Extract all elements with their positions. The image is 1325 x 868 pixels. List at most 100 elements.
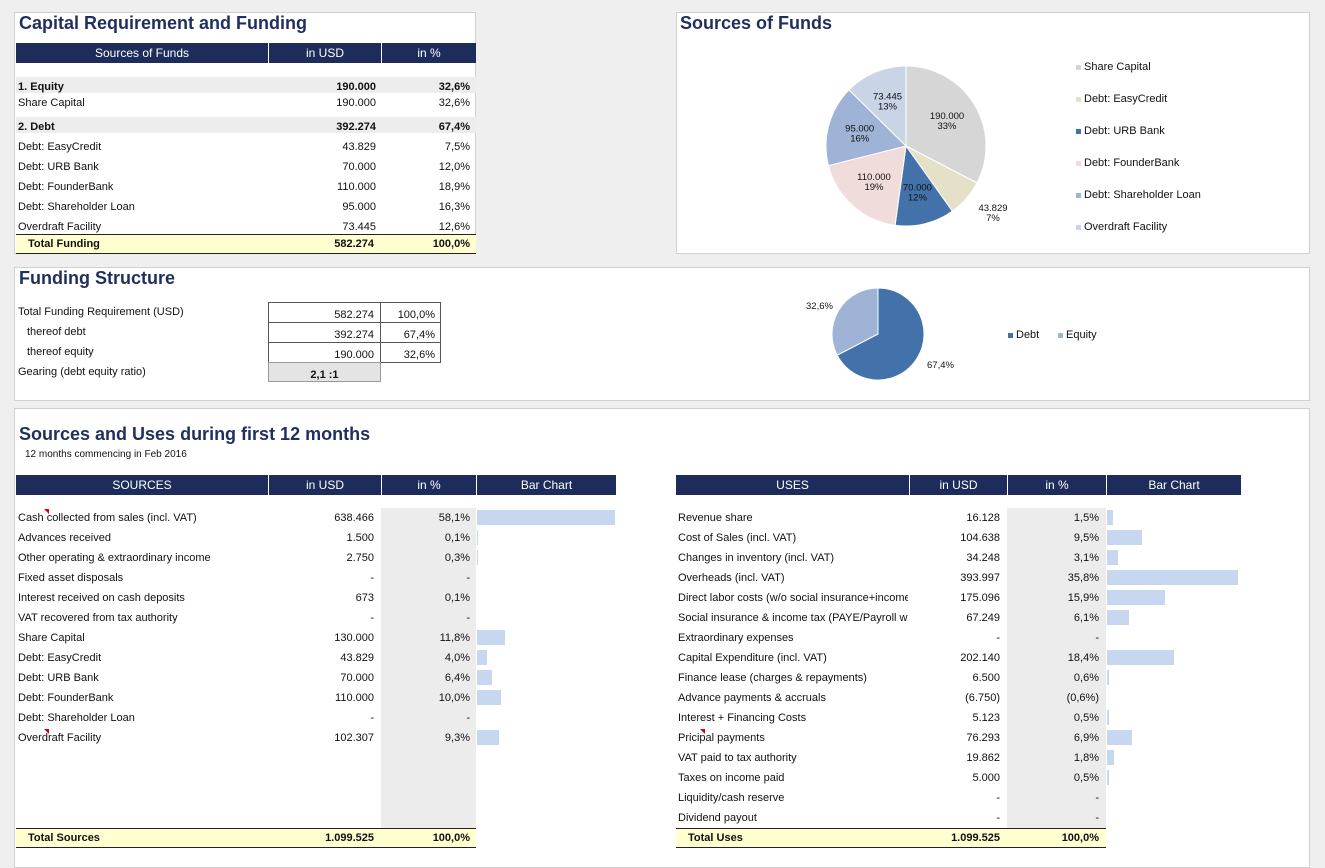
sources-legend-item: Debt: FounderBank (1076, 157, 1179, 169)
capital-row-label: Debt: Shareholder Loan (18, 201, 135, 213)
source-row-bar (477, 530, 478, 545)
legend-swatch (1058, 332, 1063, 338)
use-row-pct: 15,9% (1067, 592, 1099, 604)
use-row-label: Overheads (incl. VAT) (678, 572, 785, 584)
use-row-bar (1107, 550, 1119, 565)
source-row-bar (477, 730, 499, 745)
use-row-pct: 0,5% (1073, 712, 1099, 724)
capital-row-label: Overdraft Facility (18, 221, 102, 233)
capital-row-usd: 392.274 (336, 121, 376, 133)
uses-total-usd: 1.099.525 (951, 832, 1000, 844)
pie-slice-3 (827, 145, 907, 226)
capital-row-usd: 190.000 (336, 81, 376, 93)
sources-legend-item: Overdraft Facility (1076, 221, 1167, 233)
pie-data-label-value: 110.000 (857, 172, 891, 183)
use-row-pct: 18,4% (1067, 652, 1099, 664)
use-row-label: Social insurance & income tax (PAYE/Payr… (678, 612, 908, 624)
sources-header-bar: Bar Chart (476, 475, 616, 495)
funding-title: Funding Structure (19, 268, 175, 288)
source-row-pct: 0,1% (444, 592, 470, 604)
use-row-pct: 0,5% (1073, 772, 1099, 784)
sources-legend-item: Debt: Shareholder Loan (1076, 189, 1201, 201)
source-row-usd: 43.829 (340, 652, 374, 664)
source-row-usd: 70.000 (340, 672, 374, 684)
source-row-label: Advances received (18, 532, 111, 544)
capital-row-pct: 67,4% (438, 121, 470, 133)
source-row-pct: 10,0% (438, 692, 470, 704)
use-row-bar (1107, 570, 1238, 585)
gearing-box (268, 362, 381, 382)
source-row-usd: 110.000 (335, 692, 374, 704)
capital-total-band (16, 234, 476, 254)
legend-label: Equity (1066, 329, 1097, 341)
source-row-label: VAT recovered from tax authority (18, 612, 178, 624)
use-row-bar (1107, 530, 1142, 545)
uses-header-pct: in % (1007, 475, 1106, 495)
legend-swatch (1076, 128, 1081, 134)
source-row-usd: 102.307 (334, 732, 374, 744)
capital-row-pct: 32,6% (438, 97, 470, 109)
comment-marker (44, 509, 49, 514)
sources-header-usd: in USD (268, 475, 381, 495)
pie-data-label-value: 95.000 (845, 123, 874, 134)
pie-data-label-value: 70.000 (903, 183, 932, 194)
use-row-label: Liquidity/cash reserve (678, 792, 785, 804)
source-row-bar (477, 550, 478, 565)
use-row-bar (1107, 670, 1110, 685)
source-row-pct: 58,1% (438, 512, 470, 524)
legend-label: Overdraft Facility (1084, 221, 1168, 233)
source-row-usd: 673 (355, 592, 374, 604)
source-row-bar (477, 630, 505, 645)
funding-row-pct: 100,0% (397, 309, 435, 321)
source-row-usd: - (370, 572, 374, 584)
source-row-label: Overdraft Facility (18, 732, 102, 744)
use-row-bar (1107, 590, 1166, 605)
use-row-usd: 16.128 (966, 512, 1000, 524)
source-row-bar (477, 510, 615, 525)
use-row-pct: (0,6%) (1066, 692, 1099, 704)
gearing-label: Gearing (debt equity ratio) (18, 366, 146, 378)
pie-data-label-value: 73.445 (873, 92, 902, 103)
use-row-pct: 3,1% (1073, 552, 1099, 564)
use-row-pct: 6,9% (1073, 732, 1099, 744)
use-row-label: Changes in inventory (incl. VAT) (678, 552, 835, 564)
source-row-bar (477, 690, 501, 705)
use-row-usd: 76.293 (966, 732, 1000, 744)
funding-legend-item: Equity (1058, 329, 1097, 341)
use-row-label: Interest + Financing Costs (678, 712, 807, 724)
funding-legend-item: Debt (1008, 329, 1039, 341)
sources-legend-item: Share Capital (1076, 61, 1151, 73)
uses-header-usd: in USD (909, 475, 1007, 495)
capital-row-pct: 18,9% (438, 181, 470, 193)
capital-row-label: 2. Debt (18, 121, 55, 133)
capital-header-pct: in % (381, 43, 476, 63)
use-row-pct: - (1095, 812, 1099, 824)
sources-total-label: Total Sources (28, 832, 100, 844)
capital-header-usd: in USD (268, 43, 381, 63)
sources-uses-title: Sources and Uses during first 12 months (19, 424, 371, 444)
use-row-label: Revenue share (678, 512, 753, 524)
pie-data-label-pct: 12% (908, 193, 928, 204)
capital-total-pct: 100,0% (432, 238, 470, 250)
capital-row-usd: 73.445 (342, 221, 376, 233)
use-row-label: Direct labor costs (w/o social insurance… (678, 592, 908, 604)
capital-row-usd: 95.000 (342, 201, 376, 213)
source-row-usd: 2.750 (346, 552, 374, 564)
source-row-label: Debt: EasyCredit (18, 652, 102, 664)
capital-row-label: Debt: FounderBank (18, 181, 114, 193)
sources-header-label: SOURCES (16, 475, 268, 495)
use-row-usd: - (996, 632, 1000, 644)
use-row-usd: 393.997 (960, 572, 1000, 584)
funding-pie-chart: 67,4% 32,6% (806, 287, 954, 381)
funding-row-pct: 67,4% (403, 329, 435, 341)
use-row-bar (1107, 730, 1133, 745)
use-row-label: Advance payments & accruals (678, 692, 826, 704)
sources-total-pct: 100,0% (432, 832, 470, 844)
legend-swatch (1076, 96, 1081, 102)
legend-label: Debt (1016, 329, 1040, 341)
capital-row-label: 1. Equity (18, 81, 64, 93)
source-row-bar (477, 670, 493, 685)
source-row-label: Debt: FounderBank (18, 692, 114, 704)
funding-row-usd: 582.274 (334, 309, 374, 321)
